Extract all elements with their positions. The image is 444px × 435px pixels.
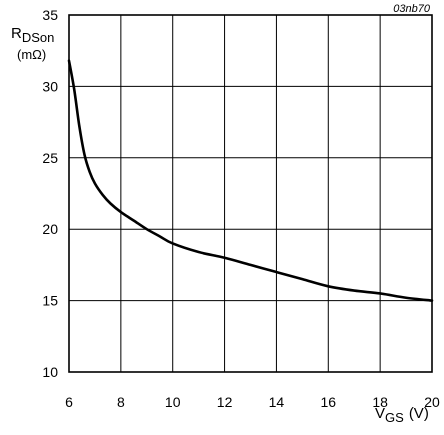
x-tick-label: 8	[117, 394, 125, 410]
x-tick-label: 18	[372, 394, 388, 410]
y-axis-label: RDSon	[11, 25, 54, 45]
x-tick-label: 16	[320, 394, 336, 410]
plot-frame	[68, 14, 433, 373]
x-tick-label: 20	[424, 394, 440, 410]
x-tick-label: 14	[269, 394, 285, 410]
y-axis-label-main: R	[11, 25, 22, 42]
y-tick-label: 10	[42, 364, 58, 380]
y-tick-labels: 10 15 20 25 30 35	[42, 7, 58, 380]
x-tick-label: 6	[65, 394, 73, 410]
y-tick-label: 15	[42, 293, 58, 309]
x-axis-label-unit: (V)	[409, 405, 429, 422]
x-axis-label-sub: GS	[385, 410, 404, 425]
y-axis-label-sub: DSon	[22, 30, 55, 45]
series-curve	[67, 59, 434, 302]
x-tick-label: 12	[217, 394, 233, 410]
y-tick-label: 30	[42, 78, 58, 94]
grid-lines	[68, 14, 433, 373]
x-tick-label: 10	[165, 394, 181, 410]
y-axis-unit: (mΩ)	[17, 47, 46, 62]
x-axis-label-main: V	[375, 405, 385, 422]
figure-code: 03nb70	[393, 3, 431, 15]
x-axis-label: VGS (V)	[375, 405, 429, 425]
y-tick-label: 35	[42, 7, 58, 23]
x-tick-labels: 6 8 10 12 14 16 18 20	[65, 394, 440, 410]
y-tick-label: 25	[42, 150, 58, 166]
y-tick-label: 20	[42, 221, 58, 237]
